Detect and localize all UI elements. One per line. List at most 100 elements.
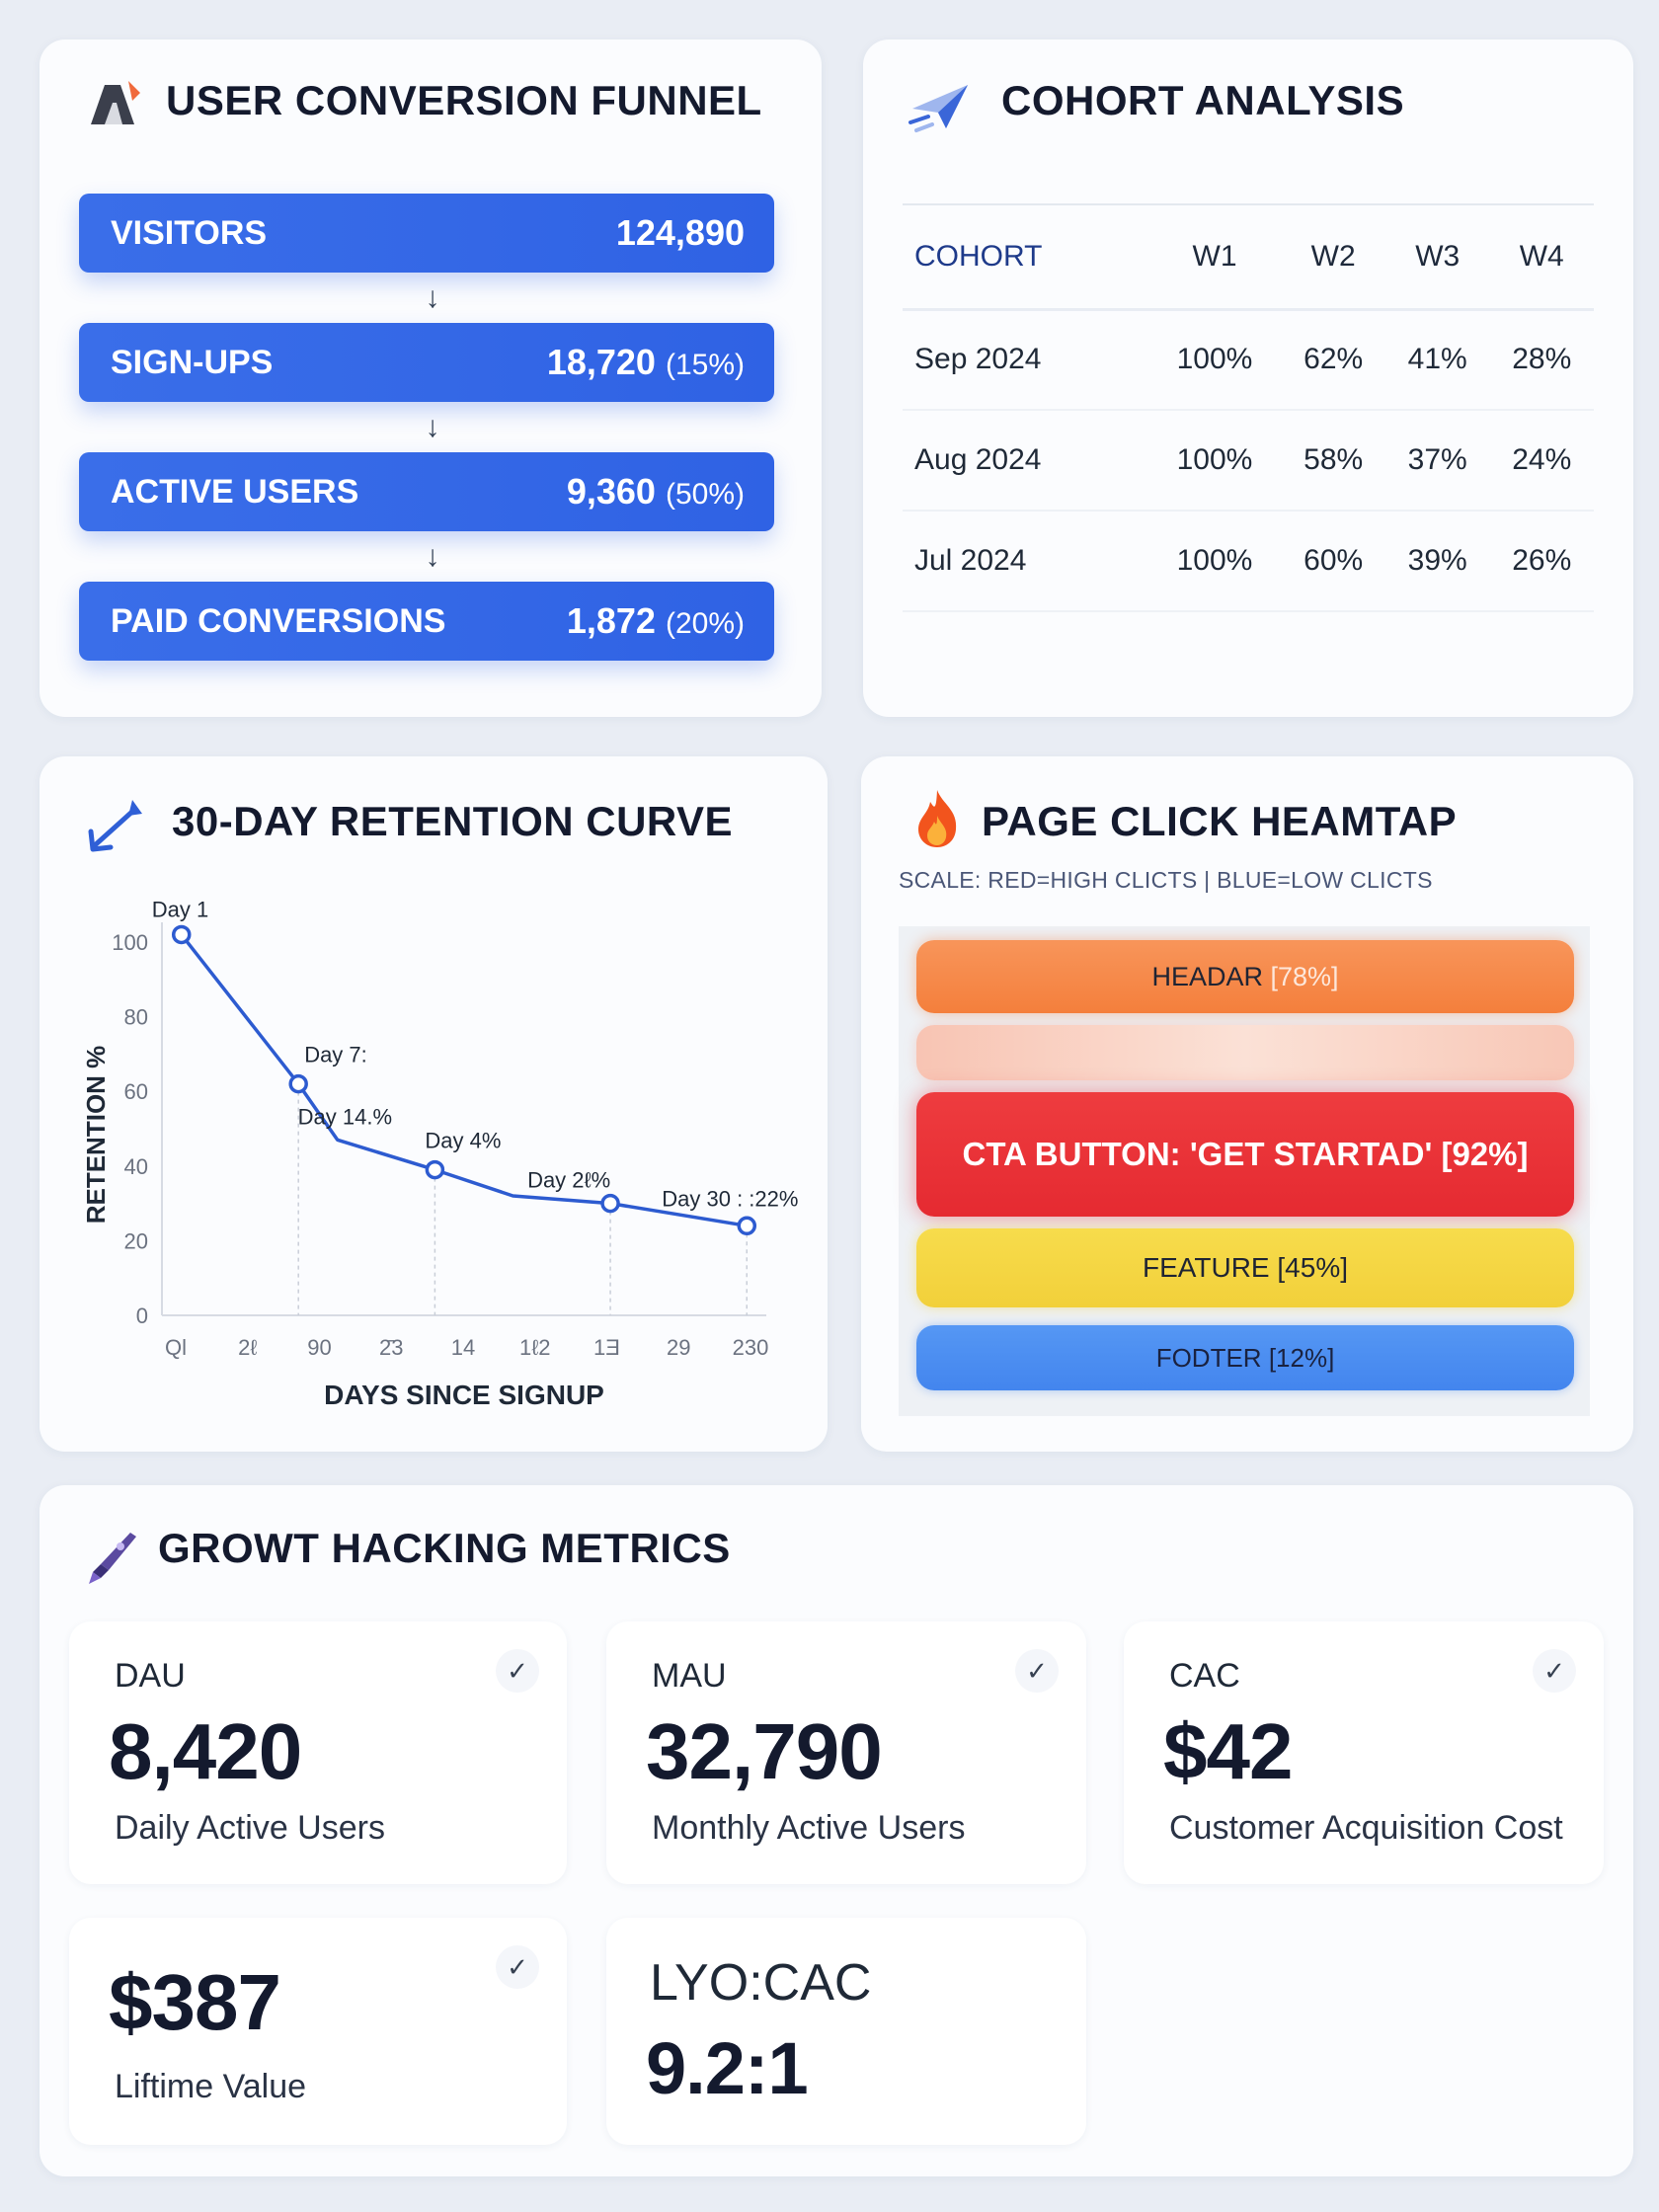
cohort-cell: 100% bbox=[1147, 309, 1282, 411]
cohort-cell: 24% bbox=[1489, 410, 1594, 512]
cohort-cell: 28% bbox=[1489, 309, 1594, 411]
x-tick-label: 1Ǝ bbox=[593, 1335, 620, 1360]
funnel-stage-pct: (15%) bbox=[665, 349, 745, 381]
cohort-cell: Jul 2024 bbox=[903, 511, 1148, 612]
x-tick-label: 2ℓ bbox=[238, 1335, 258, 1360]
x-tick-label: 14 bbox=[451, 1335, 475, 1360]
cohort-table: COHORT W1 W2 W3 W4 Sep 2024 100% 62% 41%… bbox=[903, 203, 1594, 612]
funnel-card: USER CONVERSION FUNNEL VISITORS 124,890 … bbox=[40, 40, 822, 717]
x-tick-label: Ql bbox=[165, 1335, 187, 1360]
heatmap-zone-pct: [12%] bbox=[1268, 1343, 1335, 1373]
data-point bbox=[425, 1159, 445, 1180]
funnel-title: USER CONVERSION FUNNEL bbox=[166, 77, 762, 123]
cohort-header-cell[interactable]: W3 bbox=[1384, 203, 1490, 311]
metric-card-ltv[interactable]: ✓ $387 Liftime Value bbox=[69, 1918, 567, 2145]
trend-arrow-icon bbox=[88, 800, 142, 852]
metric-value: 8,420 bbox=[109, 1707, 302, 1795]
arrow-down-icon: ↓ bbox=[425, 411, 440, 443]
table-row[interactable]: Jul 2024 100% 60% 39% 26% bbox=[903, 511, 1594, 612]
heatmap-zone-cta-button[interactable]: CTA BUTTON: 'GET STARTAD' [92%] bbox=[916, 1092, 1574, 1217]
data-label: Day 7: bbox=[304, 1043, 367, 1067]
y-tick-label: 20 bbox=[124, 1228, 148, 1253]
metric-description: Monthly Active Users bbox=[652, 1809, 966, 1847]
heatmap-zone-pct: [45%] bbox=[1277, 1252, 1348, 1283]
heatmap-zone-header[interactable]: HEADAR [78%] bbox=[916, 940, 1574, 1013]
metric-label: DAU bbox=[115, 1657, 186, 1695]
retention-chart: 0 20 40 60 80 100 Ql 2ℓ 90 2̄3 14 1ℓ2 1Ǝ 29 230 DAYS SI… bbox=[81, 897, 798, 1410]
arrow-down-icon: ↓ bbox=[425, 281, 440, 314]
funnel-stage-value: 18,720 (15%) bbox=[546, 342, 745, 382]
x-tick-label: 230 bbox=[733, 1335, 769, 1360]
heatmap-zone-hero[interactable] bbox=[916, 1025, 1574, 1080]
y-tick-label: 80 bbox=[124, 1005, 148, 1030]
check-icon: ✓ bbox=[1015, 1649, 1059, 1693]
funnel-stage-signups[interactable]: SIGN-UPS 18,720 (15%) bbox=[79, 323, 774, 402]
data-label: Day 14.% bbox=[298, 1104, 392, 1129]
metric-card-cac[interactable]: CAC ✓ $42 Customer Acquisition Cost bbox=[1124, 1621, 1604, 1884]
paper-plane-icon bbox=[908, 85, 968, 132]
y-tick-label: 0 bbox=[136, 1304, 148, 1328]
cohort-header-cell[interactable]: W4 bbox=[1489, 203, 1594, 311]
check-icon: ✓ bbox=[496, 1649, 539, 1693]
metric-description: Daily Active Users bbox=[115, 1809, 385, 1847]
funnel-stage-active-users[interactable]: ACTIVE USERS 9,360 (50%) bbox=[79, 452, 774, 531]
cohort-header-cell[interactable]: W1 bbox=[1147, 203, 1282, 311]
fire-icon bbox=[918, 790, 957, 847]
funnel-stage-visitors[interactable]: VISITORS 124,890 bbox=[79, 194, 774, 273]
data-point bbox=[600, 1193, 620, 1214]
cohort-cell: 60% bbox=[1281, 511, 1385, 612]
y-tick-label: 60 bbox=[124, 1079, 148, 1104]
funnel-stage-paid-conversions[interactable]: PAID CONVERSIONS 1,872 (20%) bbox=[79, 582, 774, 661]
arrow-down-icon: ↓ bbox=[425, 540, 440, 573]
heatmap-zone-footer[interactable]: FODTER [12%] bbox=[916, 1325, 1574, 1390]
cohort-cell: 100% bbox=[1147, 511, 1282, 612]
cohort-header-row: COHORT W1 W2 W3 W4 bbox=[903, 203, 1594, 311]
table-row[interactable]: Sep 2024 100% 62% 41% 28% bbox=[903, 309, 1594, 411]
cohort-header-cell[interactable]: COHORT bbox=[903, 203, 1148, 311]
cohort-header-cell[interactable]: W2 bbox=[1281, 203, 1385, 311]
funnel-stage-label: SIGN-UPS bbox=[111, 344, 274, 381]
funnel-stage-pct: (50%) bbox=[665, 478, 745, 511]
cohort-cell: 39% bbox=[1384, 511, 1490, 612]
x-tick-label: 2̄3 bbox=[379, 1335, 403, 1360]
data-point bbox=[171, 924, 192, 945]
cohort-cell: Aug 2024 bbox=[903, 410, 1148, 512]
heatmap-zone-label: FEATURE bbox=[1143, 1252, 1270, 1283]
funnel-stage-label: VISITORS bbox=[111, 214, 268, 252]
metrics-title: GROWT HACKING METRICS bbox=[158, 1525, 731, 1571]
metric-label: MAU bbox=[652, 1657, 727, 1695]
retention-card: 30-DAY RETENTION CURVE 0 20 40 60 80 100 Ql 2ℓ 9… bbox=[40, 756, 828, 1452]
x-tick-label: 1ℓ2 bbox=[519, 1335, 551, 1360]
cohort-card: COHORT ANALYSIS COHORT W1 W2 W3 W4 Sep 2… bbox=[863, 40, 1633, 717]
data-label: Day 30 : :22% bbox=[662, 1186, 798, 1211]
retention-line bbox=[180, 933, 748, 1228]
cohort-cell: 37% bbox=[1384, 410, 1490, 512]
check-icon: ✓ bbox=[1533, 1649, 1576, 1693]
metric-value: 9.2:1 bbox=[646, 2027, 809, 2109]
x-axis-label: DAYS SINCE SIGNUP bbox=[324, 1380, 604, 1410]
x-tick-label: 90 bbox=[307, 1335, 331, 1360]
metric-card-ltv-cac[interactable]: LYO:CAC 9.2:1 bbox=[606, 1918, 1086, 2145]
funnel-stage-value: 1,872 (20%) bbox=[566, 600, 745, 641]
metric-description: Customer Acquisition Cost bbox=[1169, 1809, 1563, 1847]
metric-card-mau[interactable]: MAU ✓ 32,790 Monthly Active Users bbox=[606, 1621, 1086, 1884]
cohort-cell: 100% bbox=[1147, 410, 1282, 512]
data-label: Day 1 bbox=[152, 897, 208, 921]
x-tick-label: 29 bbox=[667, 1335, 690, 1360]
y-axis-label: RETENTION % bbox=[81, 1046, 111, 1224]
funnel-stage-label: PAID CONVERSIONS bbox=[111, 602, 446, 640]
y-tick-label: 100 bbox=[112, 930, 148, 955]
heatmap-card: PAGE CLICK HEAMTAP SCALE: RED=HIGH CLICT… bbox=[861, 756, 1633, 1452]
table-row[interactable]: Aug 2024 100% 58% 37% 24% bbox=[903, 410, 1594, 512]
funnel-stage-label: ACTIVE USERS bbox=[111, 473, 359, 511]
metric-label: CAC bbox=[1169, 1657, 1240, 1695]
heatmap-zone-feature[interactable]: FEATURE [45%] bbox=[916, 1228, 1574, 1307]
heatmap-zone-label: HEADAR bbox=[1151, 962, 1263, 991]
heatmap-title: PAGE CLICK HEAMTAP bbox=[982, 798, 1458, 844]
metric-card-dau[interactable]: DAU ✓ 8,420 Daily Active Users bbox=[69, 1621, 567, 1884]
cohort-cell: Sep 2024 bbox=[903, 309, 1148, 411]
heatmap-zone-label: FODTER bbox=[1155, 1343, 1262, 1373]
cohort-title: COHORT ANALYSIS bbox=[1001, 77, 1405, 123]
cohort-cell: 58% bbox=[1281, 410, 1385, 512]
check-icon: ✓ bbox=[496, 1945, 539, 1989]
